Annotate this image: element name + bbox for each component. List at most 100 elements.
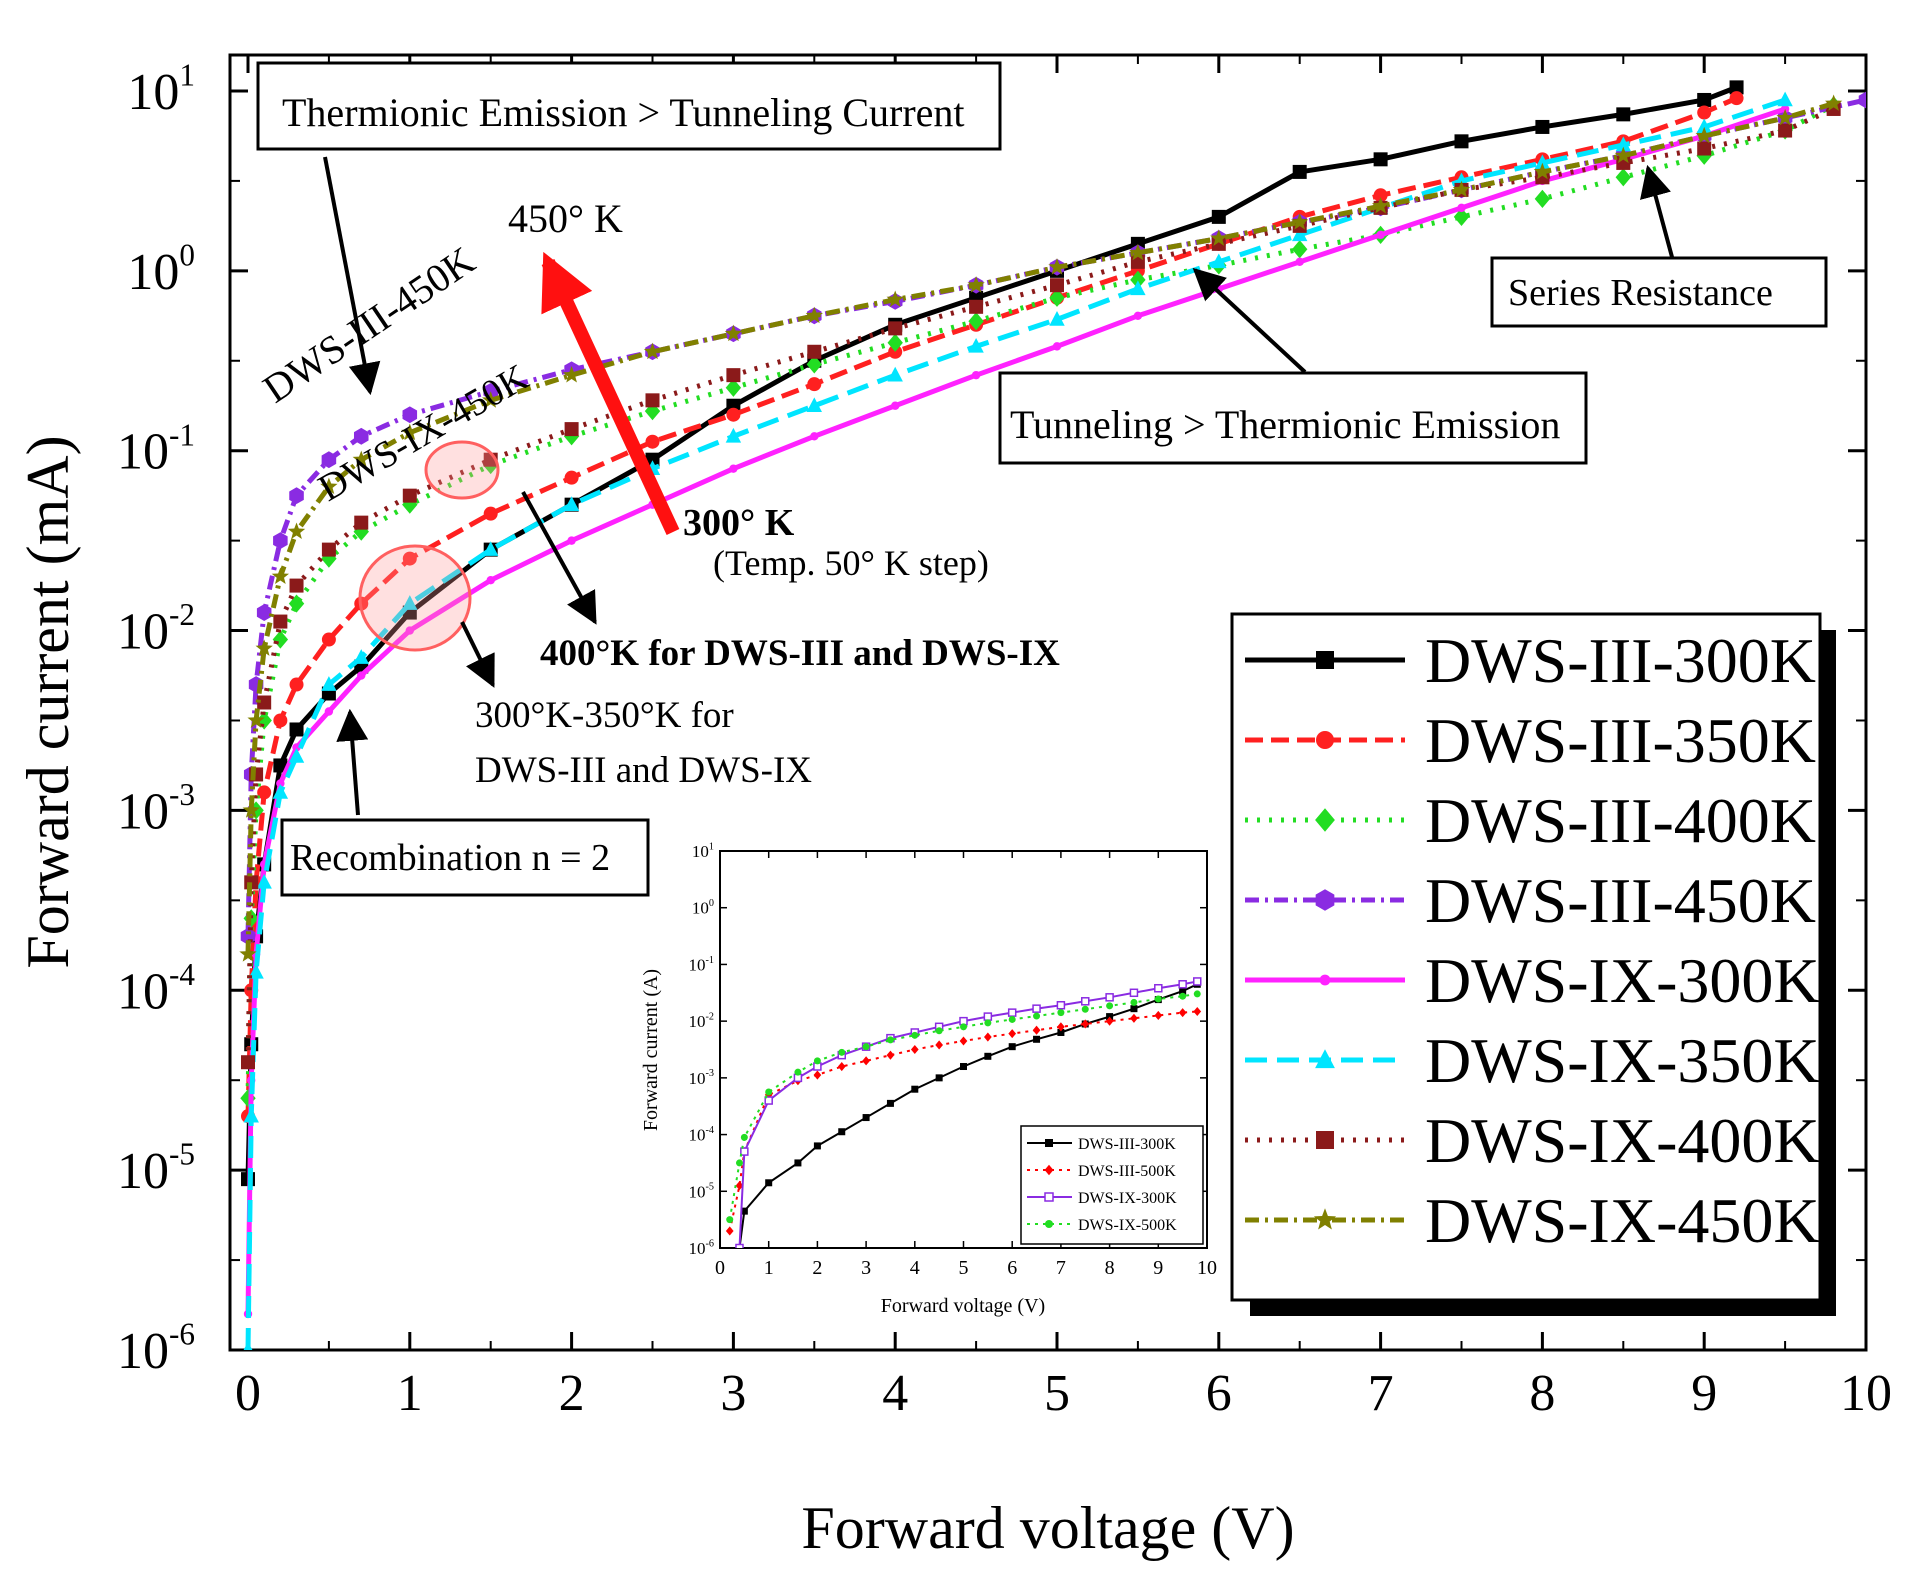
inset-series-layer: [725, 977, 1202, 1248]
series-point-dws-ix-300k: [1457, 203, 1466, 213]
series-point-dws-ix-450k: [482, 391, 500, 408]
series-point-dws-iii-400k: [1534, 189, 1551, 208]
x-tick-label: 3: [720, 1365, 746, 1422]
series-point-dws-ix-450k: [1371, 196, 1390, 214]
series-point-dws-ix-450k: [724, 324, 743, 342]
inset-series-point-dws-ix-500k: [911, 1031, 919, 1039]
inset-y-tick-label: 10-5: [689, 1182, 715, 1202]
inset-series-point-dws-iii-300k: [984, 1052, 992, 1060]
inset-series-point-dws-iii-300k: [886, 1099, 894, 1107]
inset-series-point-dws-ix-300k: [1193, 977, 1202, 986]
inset-series-point-dws-iii-500k: [1193, 1006, 1202, 1017]
series-point-dws-iii-400k: [1453, 207, 1470, 226]
legend-label: DWS-IX-400K: [1425, 1105, 1820, 1176]
highlight-300-350k-circle: [358, 544, 472, 652]
inset-x-tick-label: 0: [715, 1257, 725, 1279]
inset-series-point-dws-ix-300k: [1056, 1001, 1066, 1010]
series-point-dws-ix-400k: [354, 515, 369, 530]
series-point-dws-iii-350k: [273, 713, 288, 728]
series-point-dws-ix-450k: [1695, 126, 1713, 144]
series-point-dws-ix-400k: [969, 299, 984, 314]
series-point-dws-ix-350k: [256, 873, 272, 889]
inset-series-point-dws-iii-500k: [1032, 1025, 1041, 1035]
label-300-350-arrow: [460, 621, 495, 688]
series-point-dws-ix-450k: [1129, 243, 1147, 261]
recombination-box: [280, 818, 650, 897]
series-point-dws-ix-300k: [891, 401, 900, 410]
series-point-dws-ix-450k: [239, 945, 257, 962]
series-point-dws-iii-350k: [483, 506, 498, 521]
series-point-dws-iii-300k: [1729, 80, 1744, 95]
legend-label: DWS-IX-350K: [1425, 1025, 1820, 1096]
series-point-dws-iii-450k: [402, 406, 418, 424]
series-point-dws-ix-350k: [1292, 226, 1308, 242]
inset-series-point-dws-ix-500k: [794, 1068, 802, 1076]
series-point-dws-iii-300k: [1454, 134, 1469, 149]
x-tick-label: 5: [1044, 1365, 1070, 1422]
x-tick-label: 8: [1529, 1365, 1555, 1422]
series-point-dws-ix-450k: [242, 801, 260, 818]
inset-series-point-dws-ix-500k: [886, 1036, 894, 1044]
inset-series-point-dws-iii-300k: [1008, 1043, 1016, 1051]
legend-marker: [1315, 808, 1335, 832]
legend-label: DWS-III-450K: [1425, 865, 1816, 936]
x-tick-label: 7: [1368, 1365, 1394, 1422]
series-point-dws-iii-450k: [289, 487, 304, 505]
inset-y-tick-label: 101: [692, 841, 714, 861]
inset-series-line-dws-ix-500k: [728, 992, 1198, 1220]
series-point-dws-iii-350k: [321, 632, 336, 647]
series-point-dws-iii-400k: [288, 594, 305, 613]
series-point-dws-ix-400k: [1778, 123, 1793, 138]
series-point-dws-iii-400k: [1615, 168, 1631, 187]
series-point-dws-ix-350k: [288, 748, 305, 763]
series-point-dws-iii-300k: [289, 722, 304, 737]
legend-label: DWS-III-300K: [1425, 625, 1816, 696]
thermionic-box: [256, 61, 1002, 151]
inset-series-line-dws-iii-500k: [728, 1010, 1198, 1232]
x-tick-label: 0: [235, 1365, 261, 1422]
series-point-dws-ix-400k: [888, 321, 903, 336]
series-point-dws-iii-350k: [726, 407, 741, 422]
y-tick-label: 10-2: [117, 597, 195, 660]
series-point-dws-ix-450k: [1210, 229, 1228, 246]
series-point-dws-ix-400k: [807, 344, 822, 359]
inset-series-point-dws-ix-500k: [813, 1057, 821, 1065]
inset-series-point-dws-ix-300k: [1105, 993, 1114, 1002]
inset-series-point-dws-iii-500k: [735, 1181, 744, 1191]
series-point-dws-iii-400k: [806, 355, 822, 374]
inset-y-tick-label: 10-3: [689, 1068, 715, 1088]
legend: [1230, 612, 1822, 1302]
inset-series-point-dws-ix-500k: [1057, 1009, 1065, 1017]
inset-series-point-dws-iii-500k: [813, 1070, 822, 1080]
y-tick-label: 101: [127, 58, 195, 121]
series-point-dws-ix-450k: [886, 290, 904, 307]
series-point-dws-iii-450k: [353, 427, 369, 445]
y-tick-label: 10-4: [117, 957, 195, 1020]
inset-legend-label: DWS-IX-500K: [1078, 1217, 1177, 1234]
series-point-dws-iii-400k: [272, 630, 289, 649]
series-point-dws-ix-450k: [1048, 258, 1066, 275]
series-point-dws-iii-350k: [402, 551, 417, 566]
series-point-dws-ix-350k: [402, 595, 418, 610]
series-point-dws-ix-400k: [726, 368, 741, 383]
series-point-dws-iii-350k: [1373, 188, 1388, 203]
inset-series-point-dws-ix-300k: [1081, 997, 1090, 1006]
highlight-400k-circle: [424, 440, 500, 500]
inset-series-point-dws-iii-500k: [1057, 1022, 1065, 1032]
thermionic-label: Thermionic Emission > Tunneling Current: [282, 90, 965, 135]
series-point-dws-iii-300k: [1697, 92, 1712, 107]
series-point-dws-iii-400k: [1049, 288, 1065, 307]
inset-series-point-dws-ix-500k: [984, 1019, 992, 1027]
inset-x-tick-label: 2: [812, 1257, 822, 1279]
inset-x-tick-label: 1: [764, 1257, 774, 1279]
inset-series-point-dws-ix-300k: [983, 1012, 993, 1021]
inset-series-point-dws-ix-500k: [726, 1216, 734, 1224]
tunneling-label: Tunneling > Thermionic Emission: [1010, 402, 1560, 447]
legend-label: DWS-III-400K: [1425, 785, 1816, 856]
series-point-dws-ix-300k: [357, 671, 366, 680]
inset-series-point-dws-iii-300k: [813, 1142, 821, 1150]
series-point-dws-ix-300k: [324, 707, 334, 716]
series-point-dws-ix-400k: [1697, 141, 1712, 156]
series-layer: [239, 80, 1866, 1350]
inset-x-axis-label: Forward voltage (V): [881, 1295, 1045, 1317]
